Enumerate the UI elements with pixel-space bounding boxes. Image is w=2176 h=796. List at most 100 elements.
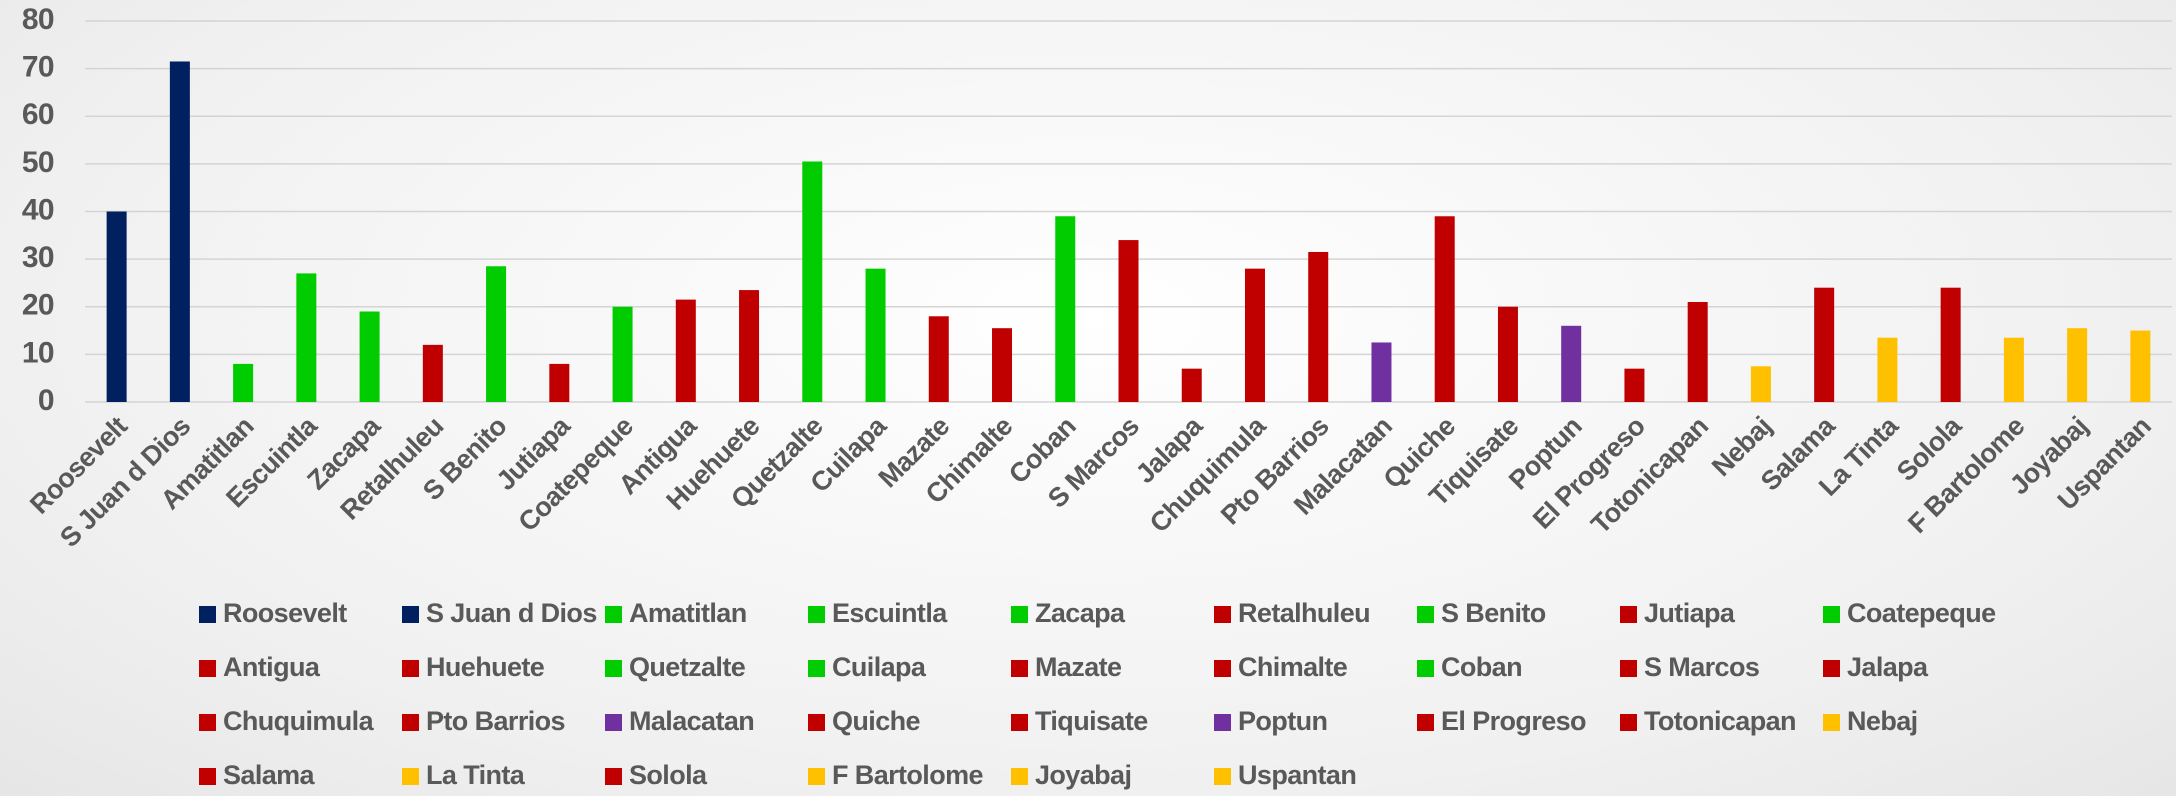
bar [992,328,1013,402]
y-tick-label: 20 [22,289,54,322]
legend-swatch [808,660,825,677]
legend-label: Tiquisate [1035,706,1148,736]
legend-label: Zacapa [1035,598,1126,628]
bar [675,299,696,402]
legend-label: S Marcos [1644,652,1759,682]
bar [549,363,570,402]
legend-swatch [199,768,216,785]
bar [106,211,127,402]
legend-swatch [605,768,622,785]
legend-swatch [402,768,419,785]
legend-label: Nebaj [1847,706,1918,736]
legend-swatch [808,606,825,623]
bar [2003,337,2024,402]
bar [422,344,443,402]
legend-swatch [1011,606,1028,623]
legend-label: Huehuete [426,652,545,682]
legend-swatch [199,660,216,677]
legend-swatch [1417,714,1434,731]
legend-label: Antigua [223,652,321,682]
y-tick-label: 0 [38,384,54,417]
legend-label: Mazate [1035,652,1122,682]
legend-swatch [199,714,216,731]
y-tick-label: 10 [22,336,54,369]
bar [1244,268,1265,402]
bar [233,363,254,402]
y-tick-label: 50 [22,146,54,179]
y-tick-label: 60 [22,98,54,131]
bar [1434,216,1455,402]
legend-swatch [1620,606,1637,623]
legend-swatch [1011,714,1028,731]
bar [486,266,507,402]
legend-label: Coatepeque [1847,598,1996,628]
legend-swatch [1620,714,1637,731]
bar [1624,368,1645,402]
legend-label: Uspantan [1238,760,1356,790]
y-tick-label: 30 [22,241,54,274]
bar [1687,301,1708,402]
legend-swatch [808,714,825,731]
legend-label: F Bartolome [832,760,984,790]
legend-label: S Juan d Dios [426,598,597,628]
legend-label: Solola [629,760,708,790]
bar [802,161,823,402]
legend-label: Cuilapa [832,652,927,682]
legend-label: Totonicapan [1644,706,1796,736]
legend-label: S Benito [1441,598,1546,628]
legend-swatch [1417,660,1434,677]
legend-swatch [199,606,216,623]
legend-label: Roosevelt [223,598,347,628]
y-tick-label: 80 [22,3,54,36]
bar [865,268,886,402]
legend-swatch [1011,768,1028,785]
bar [296,273,317,402]
legend-swatch [1214,660,1231,677]
legend-swatch [1823,714,1840,731]
bar [2130,330,2151,402]
bar [1371,342,1392,402]
bar [1814,287,1835,402]
bar [1181,368,1202,402]
bar [359,311,380,402]
legend-label: Poptun [1238,706,1327,736]
legend-label: Jutiapa [1644,598,1736,628]
legend-label: Quiche [832,706,921,736]
bar [1940,287,1961,402]
legend-swatch [1011,660,1028,677]
bar [928,316,949,402]
bar [1308,251,1329,402]
legend-label: Escuintla [832,598,948,628]
legend-label: Salama [223,760,316,790]
legend-swatch [605,660,622,677]
legend-label: Chimalte [1238,652,1348,682]
legend-label: Coban [1441,652,1522,682]
y-tick-label: 70 [22,51,54,84]
legend-swatch [402,606,419,623]
bar [1497,306,1518,402]
bar [739,290,760,402]
legend-label: Retalhuleu [1238,598,1370,628]
legend-label: Chuquimula [223,706,375,736]
bar [1877,337,1898,402]
legend-swatch [402,714,419,731]
bar [2067,328,2088,402]
bar [612,306,633,402]
legend-swatch [1417,606,1434,623]
bar [1750,366,1771,402]
legend-swatch [1823,660,1840,677]
legend-label: Pto Barrios [426,706,565,736]
bar [169,61,190,402]
legend-swatch [605,606,622,623]
legend-swatch [605,714,622,731]
legend-label: Amatitlan [629,598,747,628]
legend-swatch [1214,714,1231,731]
legend-label: El Progreso [1441,706,1586,736]
legend-label: Quetzalte [629,652,746,682]
y-tick-label: 40 [22,193,54,226]
legend-swatch [1214,768,1231,785]
legend-label: Jalapa [1847,652,1929,682]
bar [1055,216,1076,402]
legend-label: Joyabaj [1035,760,1131,790]
